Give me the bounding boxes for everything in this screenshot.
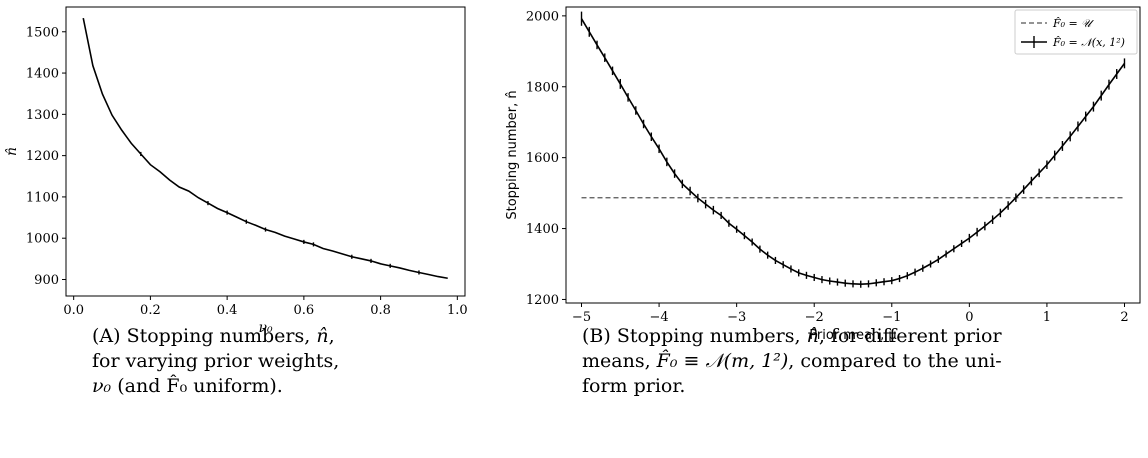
x-tick-label: 1: [1043, 310, 1051, 325]
series-line: [580, 18, 1126, 286]
x-axis-label: ν₀: [258, 320, 273, 336]
y-tick-label: 1200: [526, 293, 559, 308]
y-tick-label: 1300: [26, 108, 59, 123]
x-tick-label: 0.8: [370, 303, 391, 318]
y-tick-label: 1400: [26, 67, 59, 82]
caption-a-symbol: F̂₀: [166, 375, 188, 397]
caption-b-text: , compared to the uni-: [788, 350, 1002, 372]
chart-a: 0.0 0.2 0.4 0.6 0.8 1.0 900 1000 1100 1200 1300 140…: [4, 6, 468, 336]
caption-a: (A) Stopping numbers, n̂, for varying pr…: [92, 324, 412, 399]
x-tick-label: 0.0: [63, 303, 84, 318]
caption-a-symbol: n̂: [316, 325, 329, 347]
x-tick-label: −1: [882, 310, 901, 325]
x-tick-label: 0.2: [140, 303, 161, 318]
x-tick-label: 0.6: [294, 303, 315, 318]
y-tick-label: 2000: [526, 9, 559, 24]
y-tick-label: 1400: [526, 222, 559, 237]
x-tick-label: 2: [1120, 310, 1128, 325]
caption-a-text: (A) Stopping numbers,: [92, 325, 317, 347]
y-axis-label: n̂: [4, 147, 20, 156]
caption-b-text: , for different prior: [818, 325, 1002, 347]
legend-entry-label: F̂₀ = 𝒰: [1052, 17, 1094, 30]
y-tick-label: 1200: [26, 149, 59, 164]
y-tick-label: 900: [34, 273, 59, 288]
x-tick-label: −3: [727, 310, 746, 325]
y-tick-label: 1000: [26, 232, 59, 247]
x-tick-label: −2: [805, 310, 824, 325]
x-axis-label: Prior mean, μ: [809, 328, 896, 343]
axes-frame: [65, 6, 466, 297]
y-tick-label: 1100: [26, 190, 59, 205]
caption-a-text: uniform).: [187, 375, 283, 397]
caption-b-text: (B) Stopping numbers,: [582, 325, 807, 347]
caption-a-text: for varying prior weights,: [92, 350, 340, 372]
axes-frame: [565, 6, 1141, 304]
x-tick-label: −5: [572, 310, 591, 325]
legend-entry-label: F̂₀ = 𝒩(x, 1²): [1052, 36, 1125, 49]
x-tick-label: 0: [965, 310, 973, 325]
y-axis-label: Stopping number, n̂: [505, 90, 520, 219]
y-tick-label: 1600: [526, 151, 559, 166]
chart-b: −5 −4 −3 −2 −1 0 1 2 1200 1400 1600 1800 2000 Prior m…: [505, 6, 1141, 343]
caption-b-symbol: n̂: [806, 325, 819, 347]
x-tick-label: 1.0: [447, 303, 468, 318]
x-tick-label: 0.4: [217, 303, 238, 318]
caption-a-symbol: ν₀: [92, 375, 112, 397]
legend-box: [1014, 9, 1138, 55]
x-tick-label: −4: [649, 310, 668, 325]
caption-b-text: form prior.: [582, 375, 686, 397]
caption-a-text: (and: [111, 375, 167, 397]
y-tick-label: 1500: [26, 25, 59, 40]
caption-b: (B) Stopping numbers, n̂, for different …: [582, 324, 1082, 399]
caption-b-text: means,: [582, 350, 657, 372]
caption-a-text: ,: [328, 325, 335, 347]
series-line: [82, 17, 448, 280]
y-tick-label: 1800: [526, 80, 559, 95]
caption-b-math: F̂₀ ≡ 𝒩(m, 1²): [656, 350, 789, 372]
